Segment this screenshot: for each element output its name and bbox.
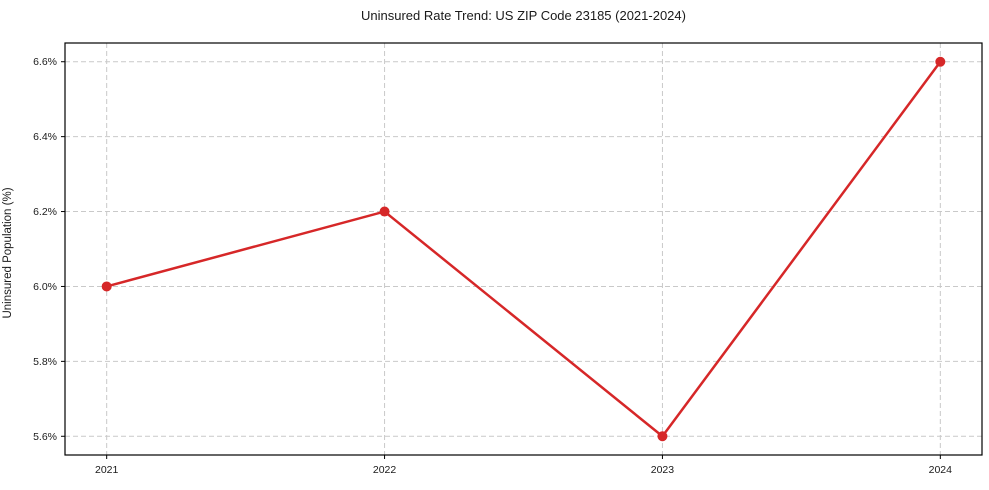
x-tick-label: 2022 xyxy=(373,464,397,476)
data-point-2024 xyxy=(935,56,946,67)
data-point-2023 xyxy=(657,431,668,442)
x-tick-label: 2021 xyxy=(95,464,119,476)
y-tick-label: 6.6% xyxy=(33,56,57,68)
x-tick-label: 2023 xyxy=(651,464,675,476)
y-tick-label: 6.0% xyxy=(33,281,57,293)
plot-border xyxy=(64,42,983,456)
data-point-2021 xyxy=(101,281,112,292)
chart-title: Uninsured Rate Trend: US ZIP Code 23185 … xyxy=(361,8,686,23)
y-tick-label: 5.8% xyxy=(33,356,57,368)
trend-line xyxy=(105,60,942,438)
data-point-2022 xyxy=(379,206,390,217)
y-tick-label: 6.2% xyxy=(33,206,57,218)
y-tick-label: 5.6% xyxy=(33,431,57,443)
x-tick-label: 2024 xyxy=(929,464,953,476)
y-tick-label: 6.4% xyxy=(33,131,57,143)
